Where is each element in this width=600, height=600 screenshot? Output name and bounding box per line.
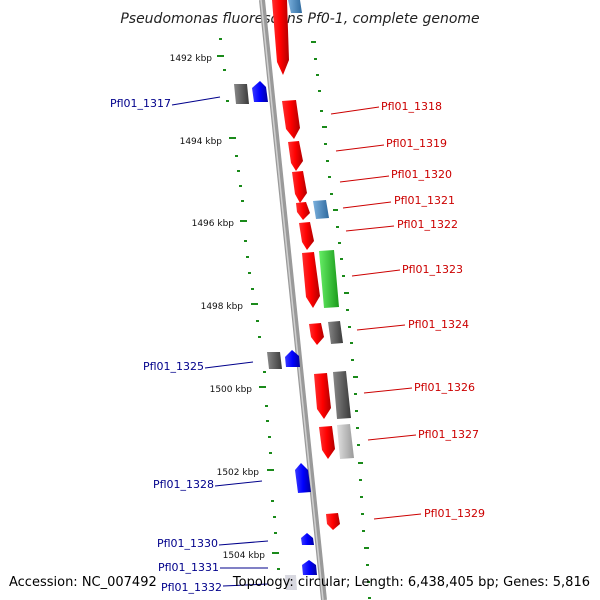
gene-arrow[interactable] bbox=[282, 100, 300, 139]
gene-label-right[interactable]: Pfl01_1327 bbox=[418, 428, 479, 441]
scale-ticks: 1492 kbp 1494 kbp 1496 kbp 1498 kbp 1500… bbox=[170, 54, 279, 561]
tick-mark bbox=[217, 55, 224, 57]
gene-label-left[interactable]: Pfl01_1317 bbox=[110, 97, 171, 110]
gene-label-right[interactable]: Pfl01_1323 bbox=[402, 263, 463, 276]
leader-line bbox=[373, 513, 422, 520]
tick-label: 1504 kbp bbox=[223, 551, 266, 561]
forward-strand-genes bbox=[272, 0, 340, 530]
left-dotted-ring bbox=[219, 38, 280, 570]
leader-line bbox=[214, 480, 263, 487]
gene-label-right[interactable]: Pfl01_1326 bbox=[414, 381, 475, 394]
leader-line bbox=[222, 583, 269, 587]
gene-arrow[interactable] bbox=[309, 323, 324, 345]
gene-box[interactable] bbox=[234, 84, 249, 104]
tick-mark bbox=[251, 303, 258, 305]
gene-arrow[interactable] bbox=[302, 560, 317, 575]
gene-label-right[interactable]: Pfl01_1324 bbox=[408, 318, 469, 331]
left-gene-labels: Pfl01_1317 Pfl01_1325 Pfl01_1328 Pfl01_1… bbox=[110, 96, 269, 594]
tick-label: 1502 kbp bbox=[217, 468, 260, 478]
gene-label-right[interactable]: Pfl01_1322 bbox=[397, 218, 458, 231]
gene-box[interactable] bbox=[313, 200, 329, 219]
leader-line bbox=[204, 361, 254, 369]
gene-box[interactable] bbox=[333, 371, 351, 419]
gene-box[interactable] bbox=[285, 575, 297, 590]
gene-arrow[interactable] bbox=[288, 141, 303, 171]
tick-mark bbox=[267, 469, 274, 471]
gene-arrow[interactable] bbox=[252, 81, 268, 102]
leader-line bbox=[171, 96, 221, 106]
gene-arrow[interactable] bbox=[314, 373, 331, 419]
gene-box[interactable] bbox=[288, 0, 302, 13]
gene-arrow[interactable] bbox=[295, 463, 311, 493]
gene-box[interactable] bbox=[337, 424, 354, 459]
leader-line bbox=[367, 434, 417, 441]
tick-mark bbox=[259, 386, 266, 388]
leader-line bbox=[345, 225, 395, 232]
gene-label-left[interactable]: Pfl01_1325 bbox=[143, 360, 204, 373]
leader-line bbox=[339, 175, 390, 183]
right-gene-labels: Pfl01_1318 Pfl01_1319 Pfl01_1320 Pfl01_1… bbox=[330, 100, 485, 520]
gene-label-left[interactable]: Pfl01_1328 bbox=[153, 478, 214, 491]
genome-summary-text: Topology: circular; Length: 6,438,405 bp… bbox=[232, 575, 590, 590]
other-features bbox=[234, 0, 354, 590]
gene-arrow[interactable] bbox=[292, 171, 307, 203]
gene-arrow[interactable] bbox=[272, 0, 289, 75]
leader-line bbox=[330, 106, 380, 115]
tick-label: 1498 kbp bbox=[201, 302, 244, 312]
leader-line bbox=[218, 540, 269, 546]
gene-arrow[interactable] bbox=[302, 252, 320, 308]
accession-text: Accession: NC_007492 bbox=[9, 575, 157, 590]
leader-line bbox=[342, 201, 392, 209]
gene-arrow[interactable] bbox=[296, 202, 310, 220]
tick-mark bbox=[229, 137, 236, 139]
leader-line bbox=[351, 269, 401, 277]
right-dotted-ring bbox=[311, 41, 371, 599]
tick-mark bbox=[272, 552, 279, 554]
leader-line bbox=[335, 144, 385, 152]
tick-label: 1500 kbp bbox=[210, 385, 253, 395]
tick-label: 1496 kbp bbox=[192, 219, 235, 229]
tick-mark bbox=[240, 220, 247, 222]
tick-label: 1492 kbp bbox=[170, 54, 213, 64]
leader-line bbox=[356, 324, 406, 331]
gene-arrow[interactable] bbox=[319, 426, 335, 459]
gene-label-right[interactable]: Pfl01_1321 bbox=[394, 194, 455, 207]
leader-line bbox=[363, 387, 413, 394]
map-title: Pseudomonas fluorescens Pf0-1, complete … bbox=[120, 11, 479, 27]
gene-box[interactable] bbox=[319, 250, 339, 308]
gene-arrow[interactable] bbox=[285, 350, 300, 367]
gene-label-right[interactable]: Pfl01_1318 bbox=[381, 100, 442, 113]
gene-arrow[interactable] bbox=[301, 533, 314, 545]
gene-arrow[interactable] bbox=[326, 513, 340, 530]
tick-label: 1494 kbp bbox=[180, 137, 223, 147]
gene-box[interactable] bbox=[267, 352, 282, 369]
gene-box[interactable] bbox=[328, 321, 343, 344]
gene-label-left[interactable]: Pfl01_1330 bbox=[157, 537, 218, 550]
gene-label-right[interactable]: Pfl01_1329 bbox=[424, 507, 485, 520]
gene-label-left[interactable]: Pfl01_1332 bbox=[161, 581, 222, 594]
gene-label-right[interactable]: Pfl01_1320 bbox=[391, 168, 452, 181]
genome-backbone bbox=[259, 0, 327, 600]
gene-label-right[interactable]: Pfl01_1319 bbox=[386, 137, 447, 150]
gene-label-left[interactable]: Pfl01_1331 bbox=[158, 561, 219, 574]
gene-arrow[interactable] bbox=[299, 222, 314, 250]
